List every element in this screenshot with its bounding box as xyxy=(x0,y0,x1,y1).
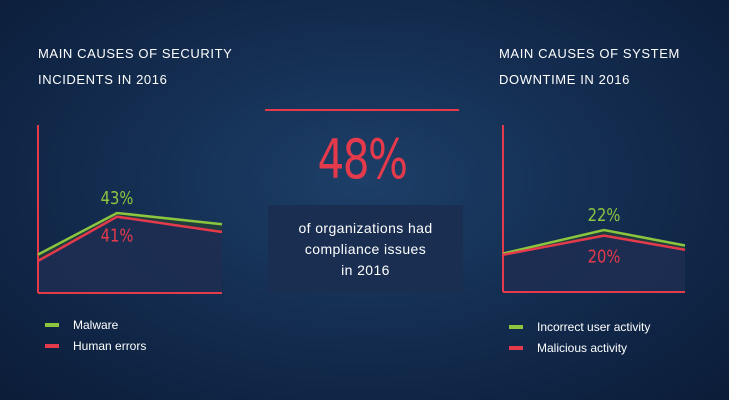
security-line-malware xyxy=(37,211,223,256)
legend-label-malicious-activity: Malicious activity xyxy=(537,340,628,355)
legend-item-incorrect-user-activity: Incorrect user activity xyxy=(509,316,650,337)
legend-swatch-human-errors xyxy=(45,343,59,348)
legend-item-human-errors: Human errors xyxy=(45,335,146,356)
system-downtime-chart: 22% 20% xyxy=(502,125,686,293)
downtime-area-fill xyxy=(503,235,685,292)
legend-label-malware: Malware xyxy=(73,317,119,332)
security-incidents-title: MAIN CAUSES OF SECURITY INCIDENTS IN 201… xyxy=(38,46,233,87)
legend-label-incorrect-user-activity: Incorrect user activity xyxy=(537,319,651,334)
downtime-label-incorrect-user-activity: 22% xyxy=(588,205,621,226)
system-downtime-legend: Incorrect user activity Malicious activi… xyxy=(509,316,650,358)
compliance-line-3: in 2016 xyxy=(341,262,390,278)
security-incidents-chart: 43% 41% xyxy=(37,125,223,294)
downtime-line-malicious-activity xyxy=(502,234,686,257)
compliance-line-2: compliance issues xyxy=(304,241,427,257)
compliance-line-1: of organizations had xyxy=(298,220,433,236)
compliance-description-box: of organizations had compliance issues i… xyxy=(268,205,463,293)
legend-item-malware: Malware xyxy=(45,314,146,335)
legend-swatch-malware xyxy=(45,322,59,327)
center-divider-line xyxy=(265,109,459,111)
security-line-human-errors xyxy=(37,215,223,263)
security-label-malware: 43% xyxy=(101,188,134,209)
legend-swatch-incorrect-user-activity xyxy=(509,324,523,329)
legend-item-malicious-activity: Malicious activity xyxy=(509,337,650,358)
security-label-human-errors: 41% xyxy=(101,225,134,246)
system-downtime-title: MAIN CAUSES OF SYSTEM DOWNTIME IN 2016 xyxy=(499,46,680,87)
security-incidents-legend: Malware Human errors xyxy=(45,314,146,356)
compliance-stat: 48% xyxy=(317,128,409,191)
downtime-line-incorrect-user-activity xyxy=(502,228,686,255)
legend-swatch-malicious-activity xyxy=(509,345,523,350)
legend-label-human-errors: Human errors xyxy=(73,338,147,353)
downtime-label-malicious-activity: 20% xyxy=(588,246,621,267)
